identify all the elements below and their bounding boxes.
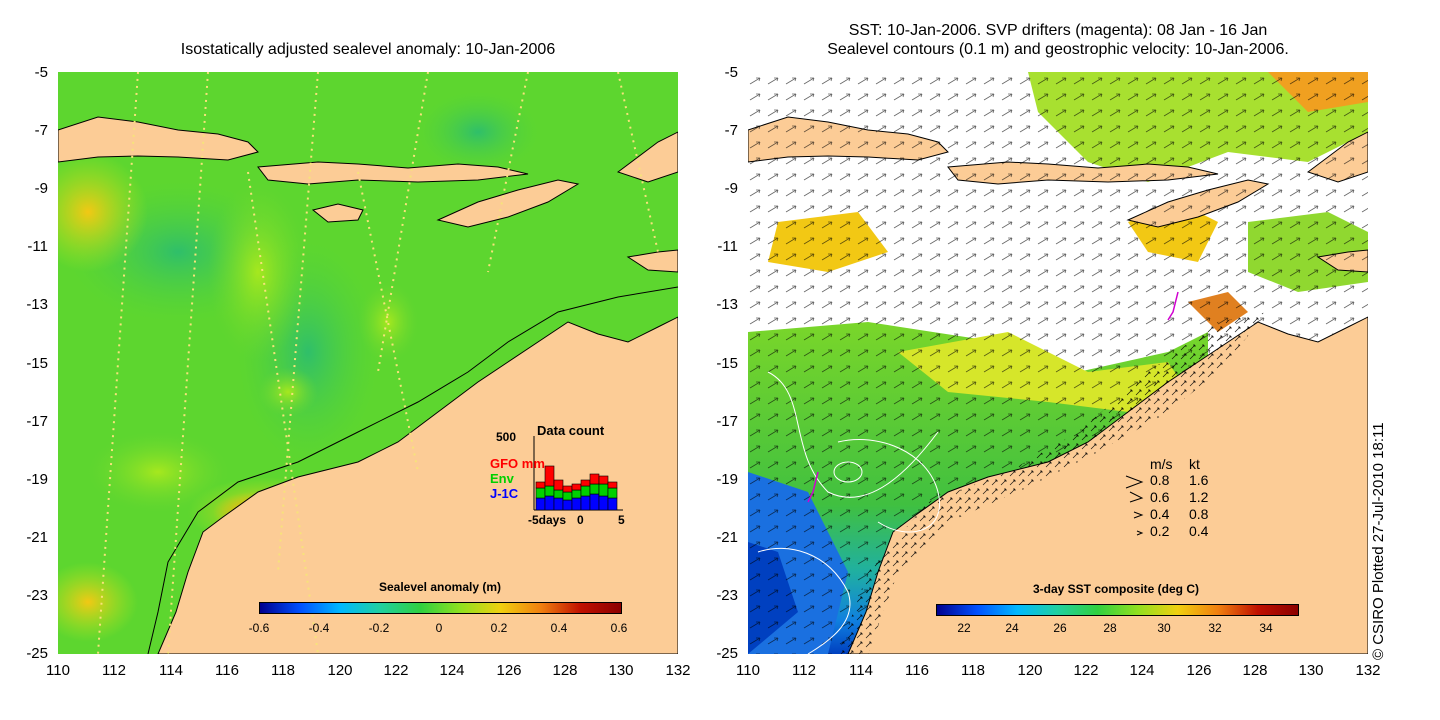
y-tick-label: -17: [716, 413, 738, 430]
x-tick-label: 114: [159, 662, 183, 679]
right-map-title-line2: Sealevel contours (0.1 m) and geostrophi…: [827, 41, 1289, 58]
y-tick-label: -11: [717, 238, 738, 255]
x-tick-label: 132: [665, 662, 691, 679]
legend-env: Env: [490, 471, 514, 486]
data-count-x-left: -5days: [528, 513, 567, 527]
right-colorbar: [936, 604, 1299, 616]
y-tick-label: -5: [724, 64, 738, 81]
x-tick-label: 130: [1298, 662, 1324, 679]
x-tick-label: 124: [439, 662, 465, 679]
x-tick-label: 118: [961, 662, 985, 679]
y-tick-label: -9: [724, 180, 738, 197]
colorbar-label: -0.4: [308, 621, 330, 635]
right-sst-map: [748, 72, 1368, 654]
plot-credit: © CSIRO Plotted 27-Jul-2010 18:11: [1370, 422, 1387, 660]
velocity-legend-arrows: [1125, 475, 1144, 536]
colorbar-label: 28: [1103, 621, 1117, 635]
colorbar-label: 0: [435, 621, 443, 635]
velocity-legend-kt: 1.6: [1189, 472, 1209, 488]
y-tick-label: -17: [26, 413, 48, 430]
y-tick-label: -19: [716, 471, 738, 488]
x-tick-label: 126: [1186, 662, 1212, 679]
left-colorbar-title: Sealevel anomaly (m): [378, 580, 502, 594]
colorbar-label: 30: [1157, 621, 1171, 635]
velocity-legend-kt: 0.4: [1189, 523, 1209, 539]
x-tick-label: 120: [1017, 662, 1043, 679]
left-colorbar: [259, 602, 622, 614]
x-tick-label: 116: [905, 662, 929, 679]
x-tick-label: 132: [1355, 662, 1381, 679]
y-tick-label: -5: [34, 64, 48, 81]
colorbar-label: 0.2: [490, 621, 508, 635]
y-tick-label: -25: [716, 645, 738, 662]
velocity-legend-ms: 0.8: [1150, 472, 1170, 488]
y-tick-label: -13: [716, 296, 738, 313]
y-tick-label: -13: [26, 296, 48, 313]
velocity-legend-ms: 0.2: [1150, 523, 1170, 539]
colorbar-label: 0.6: [610, 621, 628, 635]
velocity-legend-ms-header: m/s: [1150, 456, 1173, 472]
colorbar-label: -0.2: [368, 621, 390, 635]
x-tick-label: 112: [102, 662, 126, 679]
colorbar-label: 34: [1259, 621, 1273, 635]
colorbar-label: -0.6: [248, 621, 270, 635]
legend-j1c: J-1C: [490, 486, 519, 501]
velocity-legend-kt-header: kt: [1189, 456, 1200, 472]
colorbar-label: 26: [1053, 621, 1067, 635]
x-tick-label: 114: [849, 662, 873, 679]
colorbar-label: 22: [957, 621, 971, 635]
y-tick-label: -7: [34, 122, 48, 139]
x-tick-label: 122: [1073, 662, 1099, 679]
y-tick-label: -15: [26, 355, 48, 372]
x-tick-label: 112: [792, 662, 816, 679]
x-tick-label: 116: [215, 662, 239, 679]
velocity-legend-kt: 1.2: [1189, 489, 1209, 505]
data-count-max-label: 500: [496, 430, 517, 444]
x-tick-label: 110: [46, 662, 70, 679]
right-map-title-line1: SST: 10-Jan-2006. SVP drifters (magenta)…: [848, 22, 1268, 39]
colorbar-label: 24: [1005, 621, 1019, 635]
velocity-legend-kt: 0.8: [1189, 506, 1209, 522]
left-sealevel-map: [58, 72, 678, 654]
x-tick-label: 128: [1242, 662, 1268, 679]
x-tick-label: 124: [1129, 662, 1155, 679]
velocity-legend-ms: 0.6: [1150, 489, 1170, 505]
y-tick-label: -21: [716, 529, 738, 546]
x-tick-label: 126: [496, 662, 522, 679]
data-count-x-mid: 0: [577, 513, 584, 527]
data-count-title: Data count: [537, 423, 605, 438]
y-tick-label: -21: [26, 529, 48, 546]
right-colorbar-title: 3-day SST composite (deg C): [1032, 582, 1200, 596]
y-tick-label: -11: [27, 238, 48, 255]
x-tick-label: 122: [383, 662, 409, 679]
y-tick-label: -23: [26, 587, 48, 604]
y-tick-label: -19: [26, 471, 48, 488]
y-tick-label: -9: [34, 180, 48, 197]
legend-gfo: GFO mm: [490, 456, 545, 471]
x-tick-label: 130: [608, 662, 634, 679]
y-tick-label: -25: [26, 645, 48, 662]
y-tick-label: -15: [716, 355, 738, 372]
x-tick-label: 128: [552, 662, 578, 679]
y-tick-label: -7: [724, 122, 738, 139]
left-map-title: Isostatically adjusted sealevel anomaly:…: [180, 41, 556, 58]
colorbar-label: 0.4: [550, 621, 568, 635]
data-count-histogram: [533, 436, 623, 511]
y-tick-label: -23: [716, 587, 738, 604]
x-tick-label: 120: [327, 662, 353, 679]
velocity-legend-ms: 0.4: [1150, 506, 1170, 522]
data-count-x-right: 5: [618, 513, 625, 527]
colorbar-label: 32: [1208, 621, 1222, 635]
x-tick-label: 118: [271, 662, 295, 679]
x-tick-label: 110: [736, 662, 760, 679]
